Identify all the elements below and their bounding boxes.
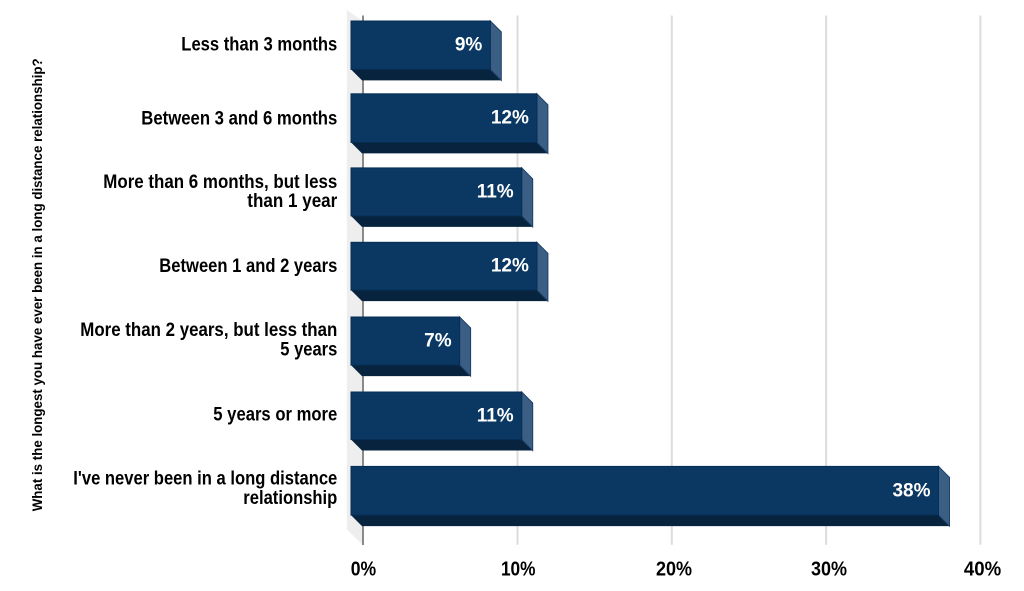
svg-text:11%: 11%: [477, 181, 514, 202]
svg-text:More than 6 months, but less: More than 6 months, but less: [103, 172, 337, 193]
svg-text:7%: 7%: [424, 331, 452, 352]
svg-text:5 years: 5 years: [280, 340, 337, 361]
svg-text:Between 1 and 2 years: Between 1 and 2 years: [159, 256, 337, 277]
svg-text:5 years or more: 5 years or more: [213, 404, 337, 425]
svg-text:9%: 9%: [455, 35, 483, 56]
svg-text:Between 3 and 6 months: Between 3 and 6 months: [141, 109, 337, 130]
svg-text:11%: 11%: [477, 405, 514, 426]
svg-text:38%: 38%: [892, 480, 930, 501]
svg-text:30%: 30%: [811, 558, 847, 580]
svg-text:More than 2 years, but less th: More than 2 years, but less than: [80, 320, 337, 341]
svg-text:12%: 12%: [491, 256, 529, 277]
svg-text:than 1 year: than 1 year: [247, 191, 338, 212]
svg-text:40%: 40%: [964, 558, 1002, 580]
svg-text:0%: 0%: [351, 558, 377, 580]
svg-text:12%: 12%: [491, 108, 529, 129]
svg-text:20%: 20%: [656, 558, 692, 580]
svg-text:Less than 3 months: Less than 3 months: [181, 34, 337, 55]
svg-text:10%: 10%: [501, 558, 536, 580]
svg-text:I've never been in a long dist: I've never been in a long distance: [73, 468, 337, 489]
svg-text:What is the longest you have e: What is the longest you have ever been i…: [30, 58, 45, 511]
svg-text:relationship: relationship: [243, 488, 337, 509]
